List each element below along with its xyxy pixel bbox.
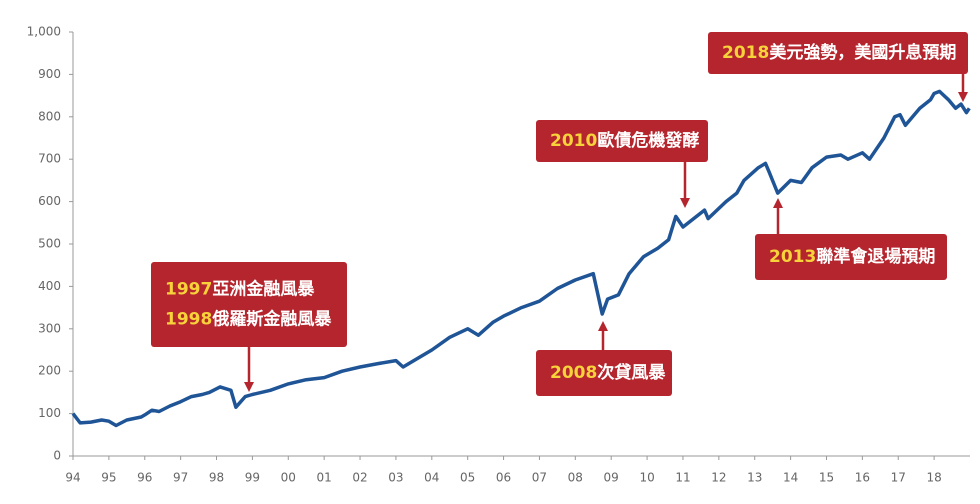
x-tick-label: 03 (388, 471, 403, 485)
annotation-text: 1997亞洲金融風暴 (165, 279, 315, 300)
x-tick-label: 06 (496, 471, 511, 485)
x-tick-label: 15 (819, 471, 834, 485)
x-tick-label: 96 (137, 471, 152, 485)
annotation-text: 2018美元強勢，美國升息預期 (722, 42, 956, 63)
x-tick-label: 97 (173, 471, 188, 485)
x-tick-label: 98 (209, 471, 224, 485)
annotation-year: 2018 (722, 43, 769, 63)
annotation-box (708, 32, 968, 74)
annotation-label: 歐債危機發酵 (597, 130, 699, 151)
x-tick-label: 17 (891, 471, 906, 485)
x-tick-label: 95 (101, 471, 116, 485)
x-tick-label: 00 (281, 471, 296, 485)
x-tick-label: 10 (639, 471, 654, 485)
x-tick-label: 09 (604, 471, 619, 485)
annotation-box (151, 262, 347, 347)
y-tick-label: 700 (38, 152, 61, 166)
x-tick-label: 11 (675, 471, 690, 485)
x-tick-label: 14 (783, 471, 798, 485)
x-tick-label: 07 (532, 471, 547, 485)
x-tick-label: 08 (568, 471, 583, 485)
annotation: 2013聯準會退場預期 (755, 198, 947, 280)
y-tick-label: 100 (38, 406, 61, 420)
y-tick-label: 300 (38, 321, 61, 335)
x-tick-label: 16 (855, 471, 870, 485)
annotation-text: 2013聯準會退場預期 (769, 246, 935, 267)
x-tick-label: 01 (317, 471, 332, 485)
annotation-year: 1998 (165, 310, 212, 330)
annotation-label: 美元強勢，美國升息預期 (769, 42, 956, 63)
y-tick-label: 900 (38, 67, 61, 81)
annotation-year: 2008 (550, 363, 597, 383)
x-tick-label: 99 (245, 471, 260, 485)
annotation-label: 俄羅斯金融風暴 (211, 309, 332, 330)
x-tick-label: 05 (460, 471, 475, 485)
annotation-box (536, 120, 708, 162)
line-series (71, 89, 971, 428)
x-tick-label: 18 (926, 471, 941, 485)
x-tick-label: 02 (352, 471, 367, 485)
annotation-text: 2010歐債危機發酵 (550, 130, 699, 151)
x-tick-label: 94 (65, 471, 80, 485)
y-tick-label: 1,000 (27, 25, 61, 39)
x-tick-label: 04 (424, 471, 439, 485)
x-tick-label: 12 (711, 471, 726, 485)
annotation: 2008次貸風暴 (536, 321, 672, 396)
x-tick-label: 13 (747, 471, 762, 485)
annotation-text: 1998俄羅斯金融風暴 (165, 309, 332, 330)
annotation-year: 1997 (165, 280, 212, 300)
y-tick-label: 200 (38, 364, 61, 378)
annotation-box (755, 234, 947, 280)
annotation-year: 2013 (769, 247, 816, 267)
y-tick-label: 500 (38, 237, 61, 251)
annotation-label: 亞洲金融風暴 (212, 279, 315, 300)
y-tick-label: 400 (38, 279, 61, 293)
annotation-text: 2008次貸風暴 (550, 362, 666, 383)
y-tick-label: 0 (53, 449, 61, 463)
y-tick-label: 600 (38, 194, 61, 208)
annotation: 2010歐債危機發酵 (536, 120, 708, 208)
annotation-label: 聯準會退場預期 (816, 246, 935, 267)
y-tick-label: 800 (38, 109, 61, 123)
annotation-year: 2010 (550, 131, 597, 151)
annotation: 2018美元強勢，美國升息預期 (708, 32, 968, 102)
annotation-box (536, 350, 672, 396)
annotation-label: 次貸風暴 (597, 362, 666, 383)
